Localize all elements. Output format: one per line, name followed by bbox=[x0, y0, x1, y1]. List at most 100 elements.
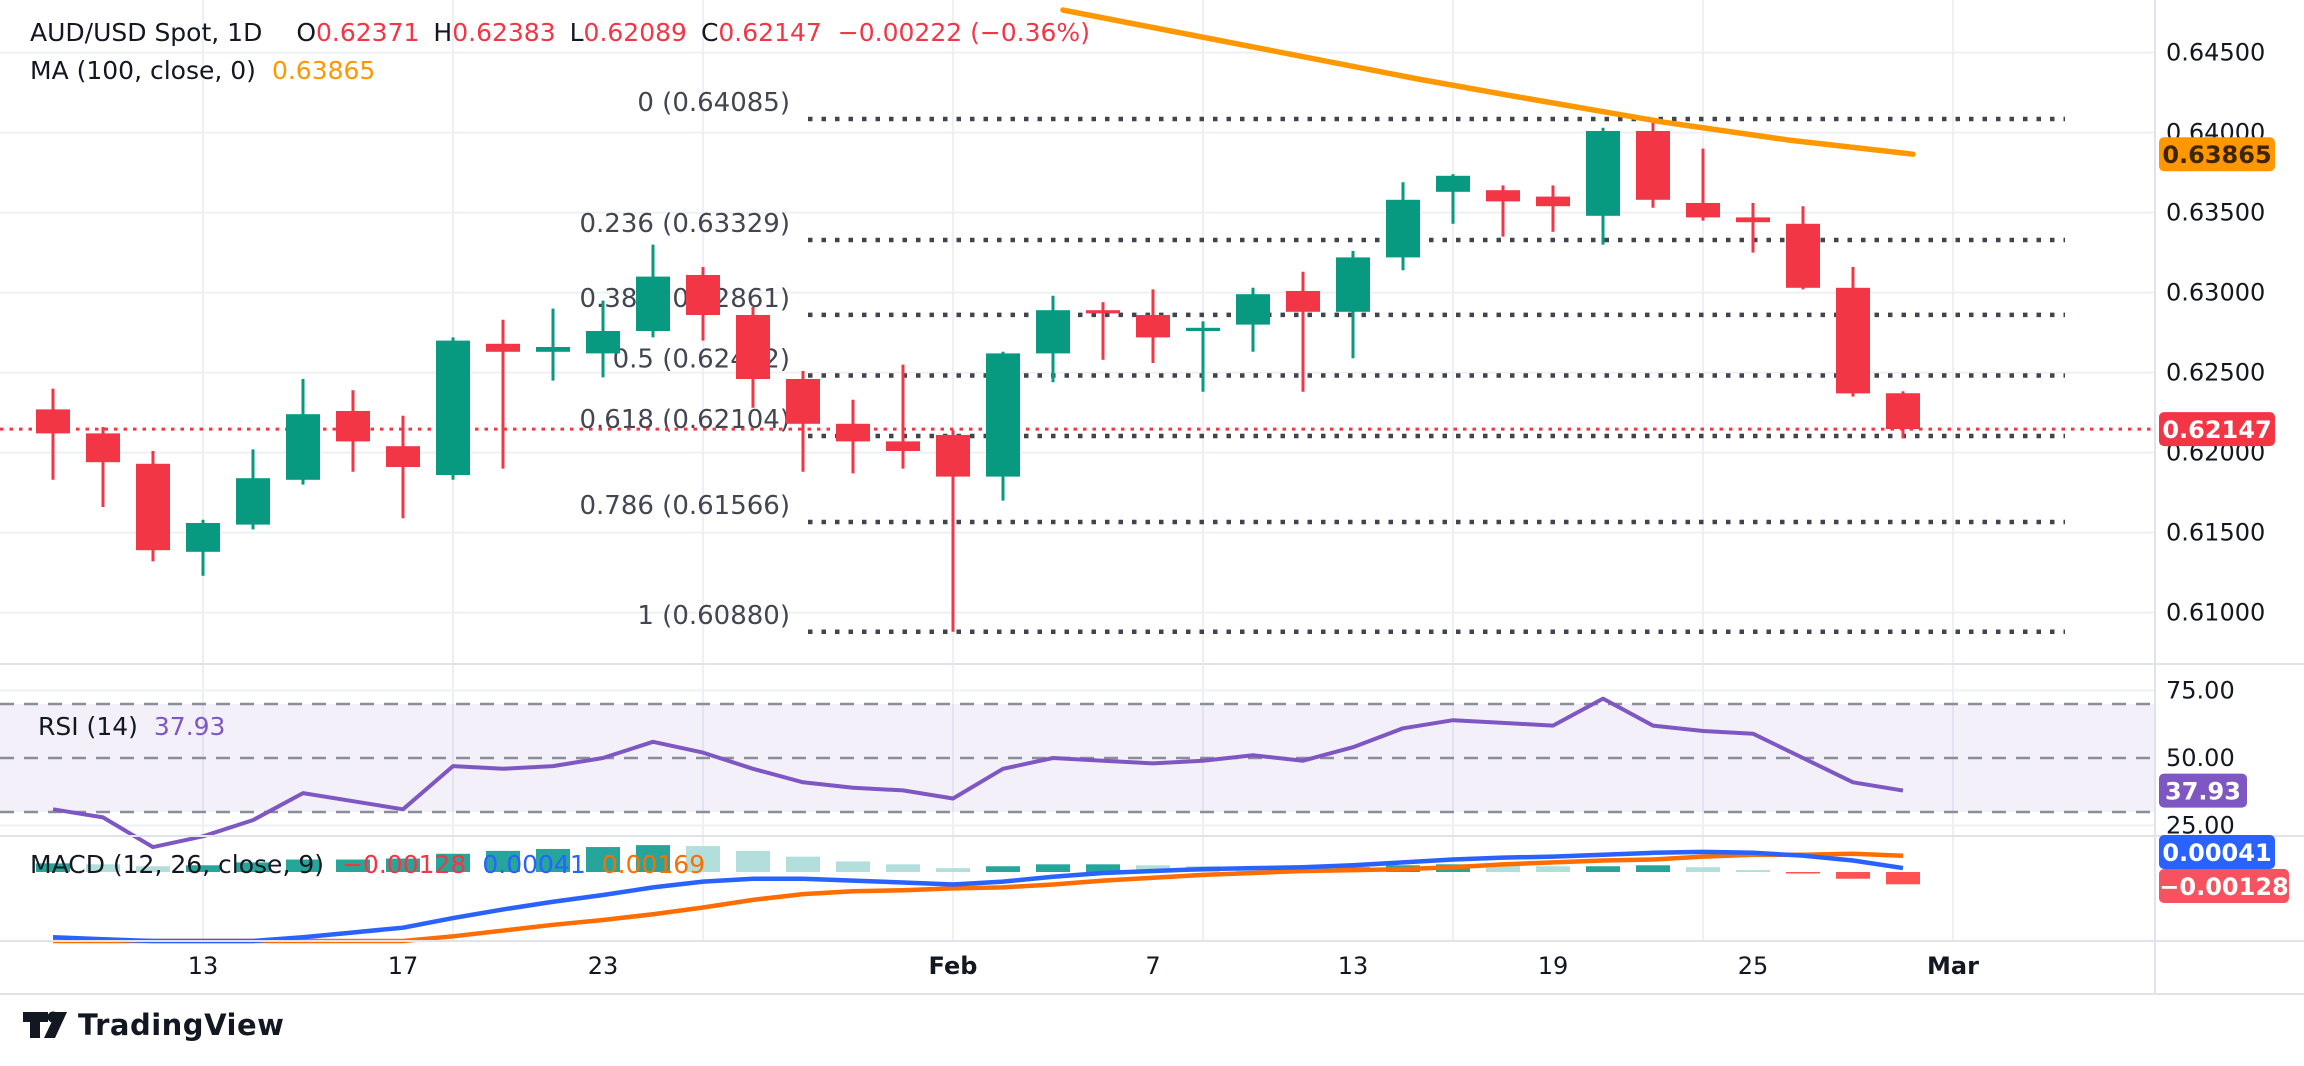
time-axis-label: 13 bbox=[1338, 952, 1369, 980]
macd-hist-tag-bg bbox=[2159, 869, 2289, 903]
macd-histogram-bar bbox=[736, 850, 770, 872]
ma-price-tag-bg bbox=[2159, 137, 2275, 172]
macd-histogram-bar bbox=[186, 865, 220, 872]
candle-body bbox=[1536, 196, 1570, 207]
candle-body bbox=[436, 340, 470, 475]
ohlc-close-value: 0.62147 bbox=[718, 18, 822, 47]
time-axis-label: 23 bbox=[588, 952, 619, 980]
macd-histogram-bar bbox=[836, 861, 870, 872]
rsi-value-tag: 37.93 bbox=[2165, 778, 2241, 806]
candle-body bbox=[1486, 190, 1520, 202]
candle-body bbox=[536, 347, 570, 352]
macd-legend[interactable]: MACD (12, 26, close, 9) −0.00128 0.00041… bbox=[30, 850, 705, 879]
price-axis-label: 0.63000 bbox=[2166, 279, 2265, 307]
ma100-line bbox=[1060, 7, 1916, 157]
tradingview-logo[interactable]: TradingView bbox=[22, 1008, 284, 1042]
macd-hist-value: −0.00128 bbox=[342, 850, 467, 879]
fib-label: 1 (0.60880) bbox=[637, 601, 790, 631]
price-axis-label: 0.61500 bbox=[2166, 519, 2265, 547]
macd-value-tag: 0.00041 bbox=[2162, 839, 2271, 867]
candle-body bbox=[1286, 291, 1320, 312]
macd-histogram-bar bbox=[636, 845, 670, 872]
ohlc-high-value: 0.62383 bbox=[452, 18, 556, 47]
macd-line-value: 0.00041 bbox=[482, 850, 586, 879]
candle-body bbox=[1136, 315, 1170, 338]
candle-body bbox=[1236, 294, 1270, 325]
candle-body bbox=[936, 435, 970, 477]
time-axis-label: 19 bbox=[1538, 952, 1569, 980]
candle-body bbox=[1336, 257, 1370, 312]
macd-histogram-bar bbox=[36, 863, 70, 872]
candle-body bbox=[1836, 287, 1870, 394]
macd-histogram-bar bbox=[86, 864, 120, 872]
macd-histogram-bar bbox=[336, 859, 370, 872]
macd-histogram-bar bbox=[536, 848, 570, 872]
candle-body bbox=[1186, 327, 1220, 331]
macd-histogram-bar bbox=[1636, 865, 1670, 872]
macd-histogram-bar bbox=[986, 866, 1020, 872]
macd-histogram-bar bbox=[786, 856, 820, 872]
time-axis-label: Mar bbox=[1927, 952, 1979, 980]
last-price-tag: 0.62147 bbox=[2162, 416, 2271, 444]
price-axis-label: 0.64500 bbox=[2166, 39, 2265, 67]
candle-body bbox=[1736, 217, 1770, 223]
time-axis-label: 25 bbox=[1738, 952, 1769, 980]
fib-label: 0.786 (0.61566) bbox=[579, 491, 790, 521]
candle-body bbox=[1036, 310, 1070, 354]
macd-histogram-bar bbox=[286, 859, 320, 872]
time-axis-label: 17 bbox=[388, 952, 419, 980]
rsi-axis-label: 50.00 bbox=[2166, 744, 2235, 772]
candle-body bbox=[636, 276, 670, 331]
candle-body bbox=[986, 353, 1020, 477]
macd-histogram-bar bbox=[1736, 870, 1770, 872]
macd-histogram-bar bbox=[886, 864, 920, 872]
tradingview-logo-icon bbox=[23, 1011, 67, 1038]
ohlc-close-key: C bbox=[700, 18, 719, 47]
ma-value: 0.63865 bbox=[271, 56, 376, 85]
ma-label: MA (100, close, 0) bbox=[30, 56, 256, 85]
macd-hist-tag: −0.00128 bbox=[2159, 873, 2288, 901]
symbol-legend[interactable]: AUD/USD Spot, 1D O 0.62371 H 0.62383 L 0.62… bbox=[30, 18, 1090, 47]
candle-body bbox=[1386, 199, 1420, 258]
macd-histogram-bar bbox=[1586, 866, 1620, 872]
ohlc-low-value: 0.62089 bbox=[583, 18, 687, 47]
ohlc-open-key: O bbox=[296, 18, 317, 47]
candle-body bbox=[1436, 175, 1470, 192]
last-price-tag-bg bbox=[2159, 412, 2275, 447]
candle-body bbox=[386, 446, 420, 467]
candle-body bbox=[1586, 131, 1620, 216]
time-axis-label: 13 bbox=[188, 952, 219, 980]
candle-body bbox=[1786, 223, 1820, 288]
ma-legend[interactable]: MA (100, close, 0) 0.63865 bbox=[30, 56, 375, 85]
tradingview-logo-text: TradingView bbox=[78, 1008, 285, 1042]
macd-histogram-bar bbox=[586, 847, 620, 872]
candle-body bbox=[786, 379, 820, 424]
candle-body bbox=[136, 463, 170, 551]
macd-histogram-bar bbox=[436, 853, 470, 872]
time-axis-label: 7 bbox=[1145, 952, 1160, 980]
candle-body bbox=[36, 409, 70, 434]
macd-histogram-bar bbox=[486, 850, 520, 872]
macd-histogram-bar bbox=[1086, 864, 1120, 872]
macd-value-tag-bg bbox=[2159, 835, 2275, 869]
rsi-line bbox=[52, 696, 1904, 850]
macd-histogram-bar bbox=[136, 866, 170, 872]
price-axis-label: 0.61000 bbox=[2166, 599, 2265, 627]
macd-signal-value: 0.00169 bbox=[601, 850, 706, 879]
fib-label: 0 (0.64085) bbox=[637, 88, 790, 118]
candle-body bbox=[86, 433, 120, 463]
rsi-axis-label: 75.00 bbox=[2166, 677, 2235, 705]
candle-body bbox=[1886, 393, 1920, 430]
candle-body bbox=[236, 478, 270, 525]
time-axis-label: Feb bbox=[929, 952, 978, 980]
ohlc-high-key: H bbox=[433, 18, 453, 47]
fib-label: 0.382 (0.62861) bbox=[579, 284, 790, 314]
candle-body bbox=[186, 523, 220, 552]
macd-line bbox=[52, 849, 1904, 944]
rsi-legend[interactable]: RSI (14) 37.93 bbox=[38, 712, 225, 741]
macd-histogram-bar bbox=[1836, 872, 1870, 879]
candle-body bbox=[486, 343, 520, 352]
fib-label: 0.236 (0.63329) bbox=[579, 209, 790, 239]
